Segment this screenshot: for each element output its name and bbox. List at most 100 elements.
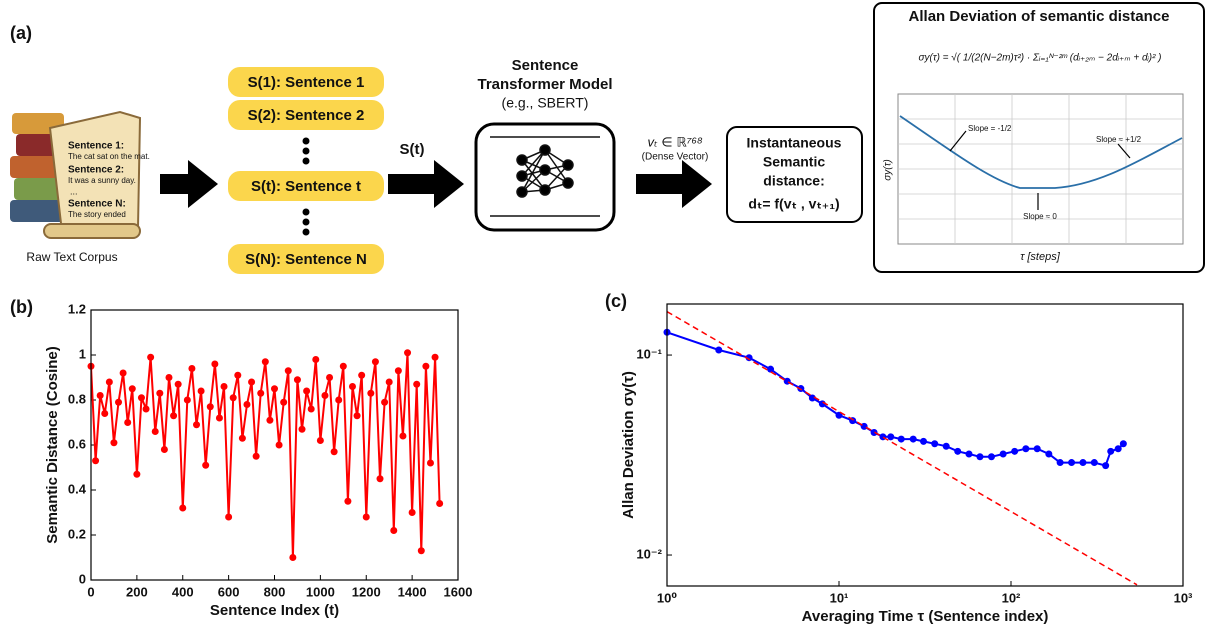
data-point (348, 383, 356, 390)
y-tick-label: 0.2 (68, 526, 86, 541)
data-point (147, 353, 155, 361)
data-point (381, 398, 389, 406)
panel-label: (a) (10, 23, 32, 43)
data-point (174, 380, 182, 388)
data-point (316, 437, 324, 444)
data-point (715, 346, 723, 354)
panel-label: (c) (605, 291, 627, 311)
sentence: S(N): Sentence N (245, 251, 367, 268)
data-point (335, 396, 343, 404)
data-point (211, 360, 219, 368)
data-point (1102, 462, 1110, 470)
data-point (193, 421, 201, 429)
data-point (179, 504, 187, 512)
x-tick-label: 10² (1002, 590, 1021, 605)
model-box (474, 122, 616, 232)
corpus-caption: Raw Text Corpus (26, 250, 117, 264)
distance-text: Instantaneous (747, 135, 842, 151)
data-point (1114, 445, 1122, 453)
data-point (307, 405, 315, 413)
data-point (243, 401, 251, 408)
data-point (417, 547, 425, 555)
data-point (330, 448, 338, 456)
allan-title: Allan Deviation of semantic distance (909, 8, 1170, 25)
data-point (101, 410, 109, 417)
data-point (92, 457, 100, 465)
y-axis-label: Allan Deviation σy(τ) (620, 371, 637, 519)
data-point (1079, 459, 1087, 467)
data-point (215, 414, 223, 422)
data-point (257, 389, 265, 397)
data-point (931, 440, 939, 448)
data-point (399, 432, 407, 440)
data-point (183, 396, 191, 404)
corpus-line: Sentence 1: (68, 141, 124, 152)
data-point (358, 371, 366, 379)
x-tick-label: 1000 (306, 584, 335, 599)
data-point (987, 453, 995, 461)
corpus-line: Sentence 2: (68, 165, 124, 176)
model-subtitle: (e.g., SBERT) (502, 95, 589, 111)
data-point (390, 527, 398, 534)
data-point (119, 369, 127, 377)
slope-label: Slope = -1/2 (968, 124, 1012, 133)
data-point (229, 394, 237, 402)
distance-formula: dₜ= f(vₜ , vₜ₊₁) (748, 196, 839, 212)
sentence-pill (228, 244, 384, 274)
data-point (408, 509, 416, 516)
data-point (206, 403, 214, 411)
data-point (413, 380, 421, 388)
x-tick-label: 0 (87, 584, 94, 599)
y-tick-label: 10⁻¹ (636, 346, 662, 361)
distance-text: Semantic (763, 154, 825, 170)
data-point (1045, 450, 1053, 458)
data-point (404, 349, 412, 357)
x-tick-label: 10⁰ (657, 590, 677, 605)
sentence: S(t): Sentence t (251, 178, 361, 195)
x-tick-label: 10³ (1174, 590, 1193, 605)
data-point (225, 513, 233, 521)
data-point (252, 452, 260, 460)
data-point (275, 441, 283, 449)
data-point (909, 435, 917, 443)
data-point (238, 434, 246, 442)
data-point (298, 425, 306, 433)
x-axis-label: Averaging Time τ (Sentence index) (802, 608, 1049, 625)
data-point (999, 450, 1007, 458)
arrow-label: S(t) (400, 141, 425, 158)
data-point (289, 554, 297, 561)
data-point (137, 394, 145, 402)
data-point (234, 371, 242, 379)
data-point (1068, 459, 1076, 467)
data-point (280, 398, 288, 406)
y-tick-label: 0.8 (68, 391, 86, 406)
data-point (1107, 447, 1115, 455)
vector-note: (Dense Vector) (642, 152, 709, 163)
data-point (202, 461, 210, 469)
y-tick-label: 1 (79, 346, 86, 361)
allan-ylabel: σy(τ) (883, 159, 894, 180)
data-point (942, 442, 950, 450)
x-tick-label: 800 (264, 584, 286, 599)
data-point (326, 374, 334, 381)
sentence-pill (228, 67, 384, 97)
plot-frame (666, 303, 1184, 587)
y-axis-label: Semantic Distance (Cosine) (44, 346, 61, 544)
corpus-line: It was a sunny day. (68, 176, 136, 185)
x-tick-label: 1400 (398, 584, 427, 599)
sentence-pill (228, 171, 384, 201)
data-point (96, 392, 104, 399)
data-point (312, 356, 320, 363)
x-tick-label: 10¹ (830, 590, 849, 605)
y-tick-label: 0.4 (68, 481, 87, 496)
slope-label: Slope ≈ 0 (1023, 212, 1057, 221)
allan-schematic (897, 93, 1184, 245)
y-tick-label: 1.2 (68, 301, 86, 316)
data-point (339, 362, 347, 370)
data-point (897, 435, 905, 443)
data-point (220, 383, 228, 390)
sentence: S(2): Sentence 2 (248, 107, 365, 124)
data-point (303, 387, 311, 395)
data-point (266, 416, 274, 424)
